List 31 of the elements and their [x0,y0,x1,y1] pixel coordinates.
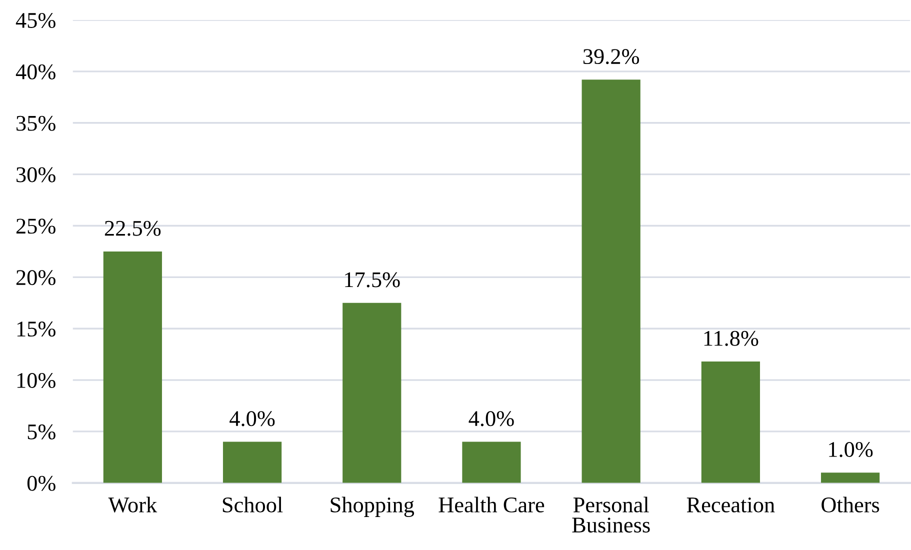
x-tick-label: Work [108,496,158,513]
data-label: 17.5% [345,272,400,288]
y-tick-label: 35% [16,116,56,131]
bar [701,362,760,483]
data-label: 4.0% [468,411,514,426]
x-tick-label: Shopping [330,496,414,518]
y-tick-label: 40% [16,64,56,80]
y-tick-label: 5% [28,424,56,440]
y-tick-label: 15% [17,322,56,337]
x-tick-label: School [222,496,283,512]
y-tick-label: 45% [16,12,56,28]
x-tick-label: Others [822,496,880,512]
data-label: 4.0% [230,411,275,426]
y-tick-label: 20% [16,270,56,286]
y-tick-label: 10% [17,372,56,388]
bar [222,442,282,483]
x-tick-label: Personal Business [572,496,650,533]
data-label: 11.8% [704,330,758,346]
y-tick-label: 0% [27,476,56,491]
bar [462,442,521,483]
data-label: 39.2% [583,49,640,64]
x-tick-label: Receation [686,497,775,512]
bar [342,302,402,483]
data-label: 22.5% [104,220,161,236]
bar [820,472,880,483]
bar [103,251,162,483]
bar [582,80,640,483]
y-tick-label: 25% [16,218,56,234]
x-tick-label: Health Care [438,496,544,512]
y-tick-label: 30% [16,167,56,182]
data-label: 1.0% [829,442,873,458]
